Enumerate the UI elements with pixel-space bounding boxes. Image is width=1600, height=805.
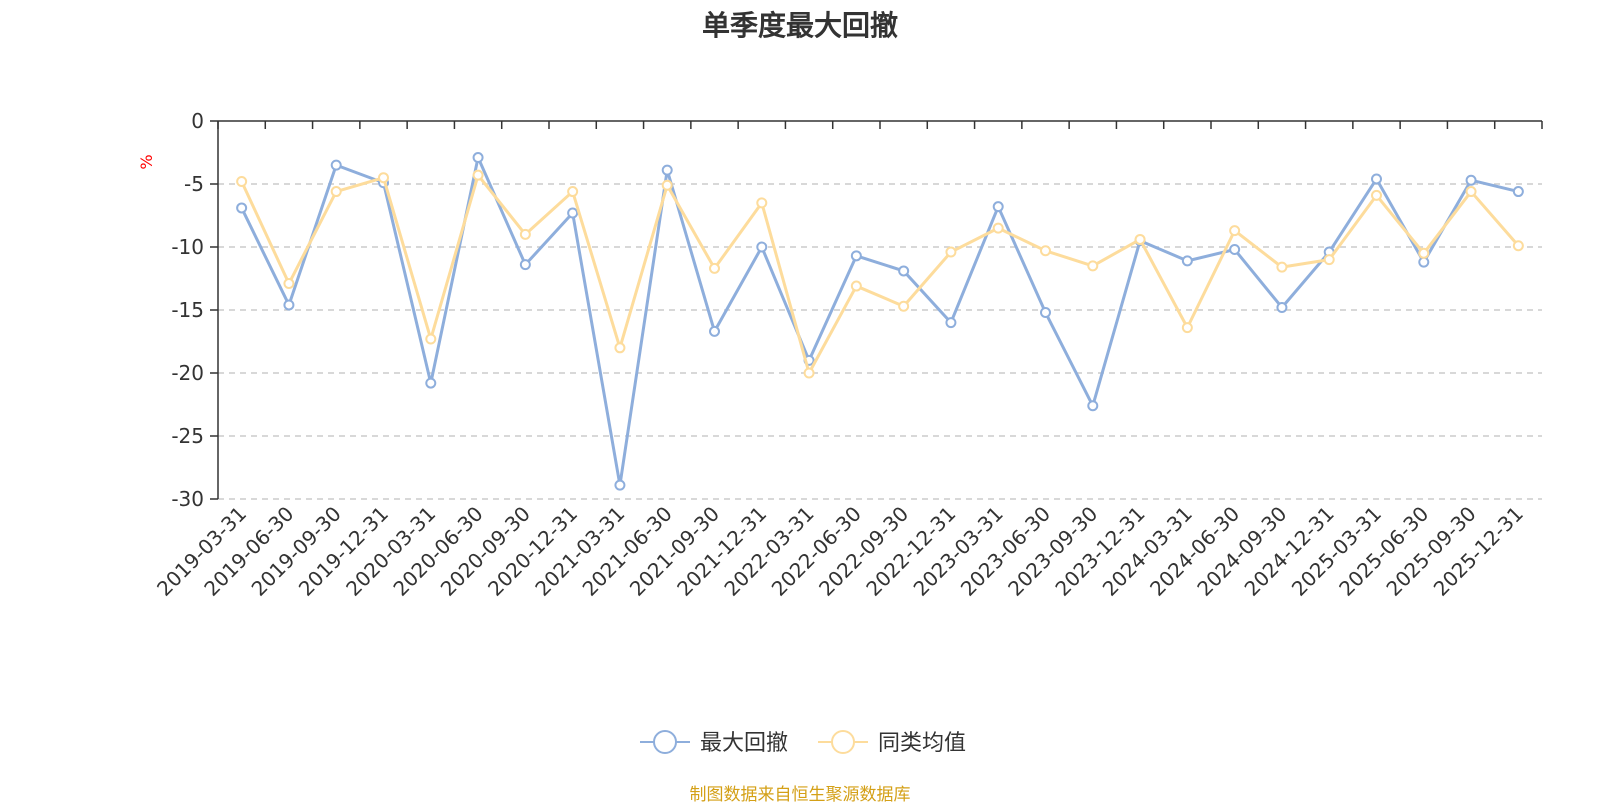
data-point[interactable] (992, 201, 1004, 213)
data-point[interactable] (709, 262, 720, 274)
data-point[interactable] (1418, 247, 1430, 259)
data-point[interactable] (1371, 173, 1382, 185)
data-point[interactable] (898, 265, 910, 277)
data-point[interactable] (1229, 225, 1241, 237)
data-point[interactable] (330, 186, 342, 198)
y-tick-label: 0 (191, 109, 204, 133)
data-point[interactable] (1371, 189, 1382, 201)
series-group (236, 152, 1524, 491)
y-tick-label: -20 (171, 361, 204, 385)
axes (210, 120, 1543, 500)
data-point[interactable] (472, 152, 484, 164)
data-point[interactable] (661, 179, 673, 191)
y-tick-label: -5 (184, 172, 204, 196)
data-point[interactable] (1276, 261, 1288, 273)
data-point[interactable] (992, 222, 1004, 234)
data-point[interactable] (567, 207, 579, 219)
y-tick-label: -10 (171, 235, 204, 259)
series-line (240, 173, 1520, 375)
data-point[interactable] (567, 186, 579, 198)
data-point[interactable] (756, 241, 768, 253)
data-point[interactable] (661, 164, 673, 176)
data-point[interactable] (1323, 254, 1335, 266)
data-point[interactable] (1040, 245, 1051, 257)
y-tick-label: -25 (171, 424, 204, 448)
y-tick-label: -15 (171, 298, 204, 322)
data-point[interactable] (945, 317, 957, 329)
data-point[interactable] (1418, 256, 1430, 268)
data-point[interactable] (1134, 233, 1146, 245)
legend-circle-icon (831, 730, 855, 754)
legend-label: 同类均值 (878, 731, 966, 756)
data-point[interactable] (283, 299, 295, 311)
data-point[interactable] (519, 259, 531, 271)
legend-circle-icon (653, 730, 677, 754)
x-tick-labels: 2019-03-312019-06-302019-09-302019-12-31… (152, 502, 1528, 601)
data-point[interactable] (803, 367, 815, 379)
data-point[interactable] (283, 278, 295, 290)
data-point[interactable] (850, 280, 862, 292)
data-point[interactable] (1087, 400, 1099, 412)
series-2 (236, 169, 1524, 379)
data-point[interactable] (1087, 260, 1099, 272)
series-1 (236, 152, 1524, 491)
data-point[interactable] (756, 197, 768, 209)
series-line (240, 156, 1519, 487)
source-note: 制图数据来自恒生聚源数据库 (689, 785, 911, 805)
y-axis-unit-label: % (137, 154, 156, 169)
data-point[interactable] (709, 325, 720, 337)
legend-item[interactable]: 同类均值 (818, 730, 966, 756)
data-point[interactable] (1181, 255, 1193, 267)
data-point[interactable] (378, 172, 389, 184)
data-point[interactable] (898, 300, 910, 312)
data-point[interactable] (236, 175, 248, 187)
y-tick-labels: 0 -5 -10 -15 -20 -25 -30 (171, 109, 204, 511)
data-point[interactable] (425, 333, 437, 345)
data-point[interactable] (1181, 322, 1193, 334)
data-point[interactable] (1229, 244, 1241, 256)
data-point[interactable] (1512, 240, 1524, 252)
data-point[interactable] (1040, 307, 1051, 319)
data-point[interactable] (425, 377, 437, 389)
legend-label: 最大回撤 (700, 731, 788, 756)
chart-title: 单季度最大回撤 (701, 9, 898, 42)
data-point[interactable] (472, 169, 484, 181)
data-point[interactable] (330, 159, 342, 171)
data-point[interactable] (236, 202, 248, 214)
legend-item[interactable]: 最大回撤 (640, 730, 788, 756)
data-point[interactable] (614, 342, 626, 354)
data-point[interactable] (1465, 174, 1477, 186)
y-tick-label: -30 (171, 487, 204, 511)
data-point[interactable] (1512, 186, 1524, 198)
data-point[interactable] (850, 250, 862, 262)
legend[interactable]: 最大回撤 同类均值 (640, 730, 966, 756)
data-point[interactable] (614, 479, 626, 491)
data-point[interactable] (945, 246, 957, 258)
data-point[interactable] (1276, 301, 1288, 313)
data-point[interactable] (519, 228, 531, 240)
data-point[interactable] (1465, 186, 1477, 198)
